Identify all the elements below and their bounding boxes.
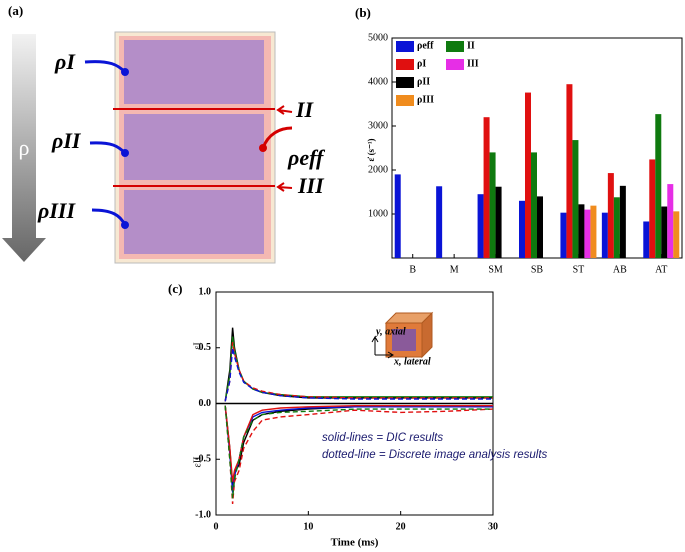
bar bbox=[394, 174, 401, 258]
x-tick-label: SM bbox=[488, 264, 503, 275]
bar bbox=[560, 212, 567, 258]
label: ρI bbox=[54, 49, 76, 74]
layer-1 bbox=[124, 40, 264, 104]
layer-2 bbox=[124, 114, 264, 180]
x-tick-label: AT bbox=[655, 264, 667, 275]
dot bbox=[121, 221, 129, 229]
legend-label: ρII bbox=[417, 76, 430, 87]
x-tick-label: 30 bbox=[488, 521, 498, 532]
x-tick-label: 10 bbox=[303, 521, 313, 532]
legend-label: ρeff bbox=[417, 40, 434, 51]
bar bbox=[537, 196, 543, 258]
y-tick-label: 1.0 bbox=[199, 286, 212, 297]
legend-swatch bbox=[446, 41, 464, 52]
strain-curve bbox=[224, 405, 493, 488]
x-tick-label: 0 bbox=[214, 521, 219, 532]
y-tick-label: -1.0 bbox=[195, 509, 211, 520]
x-tick-label: B bbox=[409, 264, 416, 275]
panel-label: (b) bbox=[355, 5, 371, 20]
panel-label: (c) bbox=[168, 281, 182, 296]
panel-label: (a) bbox=[8, 3, 23, 18]
legend-swatch bbox=[396, 77, 414, 88]
bar bbox=[584, 209, 591, 258]
strain-curve bbox=[224, 327, 493, 402]
strain-curve bbox=[224, 347, 493, 402]
density-arrow bbox=[2, 34, 46, 262]
bar bbox=[601, 212, 608, 258]
legend-swatch bbox=[446, 59, 464, 70]
bar bbox=[477, 194, 484, 258]
legend-label: II bbox=[467, 40, 475, 51]
strain-curve bbox=[224, 405, 493, 482]
label: ρII bbox=[51, 128, 82, 153]
note: solid-lines = DIC results bbox=[322, 432, 443, 444]
pointer bbox=[276, 182, 293, 192]
y-tick-label: 3000 bbox=[368, 120, 388, 131]
bar bbox=[436, 186, 443, 258]
bar bbox=[643, 221, 650, 258]
strain-curve bbox=[224, 405, 494, 504]
bar bbox=[483, 117, 490, 258]
dot bbox=[121, 68, 129, 76]
bar bbox=[661, 206, 668, 258]
bar bbox=[572, 140, 579, 258]
bar bbox=[489, 152, 496, 258]
label: II bbox=[295, 97, 315, 122]
x-tick-label: AB bbox=[613, 264, 627, 275]
y-axis-label: εII bbox=[192, 457, 203, 468]
dot bbox=[121, 149, 129, 157]
label: ρIII bbox=[37, 198, 76, 223]
bar bbox=[566, 84, 573, 258]
x-tick-label: M bbox=[450, 264, 459, 275]
strain-curve bbox=[224, 405, 493, 493]
bar bbox=[531, 152, 537, 258]
y-axis-label: ε̇ (s⁻¹) bbox=[366, 138, 376, 161]
label: III bbox=[297, 173, 325, 198]
bar bbox=[667, 184, 674, 258]
pointer bbox=[276, 105, 293, 115]
legend-swatch bbox=[396, 41, 414, 52]
y-tick-label: 2000 bbox=[368, 164, 388, 175]
x-tick-label: 20 bbox=[396, 521, 406, 532]
note: dotted-line = Discrete image analysis re… bbox=[322, 449, 548, 461]
y-tick-label: 0.0 bbox=[199, 398, 212, 409]
legend-label: ρI bbox=[417, 58, 426, 69]
bar bbox=[607, 173, 614, 258]
bar bbox=[673, 211, 680, 258]
bar bbox=[613, 197, 620, 258]
legend-swatch bbox=[396, 59, 414, 70]
legend-label: III bbox=[467, 58, 479, 69]
bar bbox=[525, 92, 531, 258]
strain-curve bbox=[224, 405, 493, 499]
annotation: y, axial bbox=[375, 326, 406, 337]
bar bbox=[578, 204, 585, 258]
x-tick-label: ST bbox=[573, 264, 585, 275]
bar bbox=[619, 185, 626, 258]
dot bbox=[259, 144, 267, 152]
y-axis-label: εI bbox=[192, 342, 203, 350]
legend-swatch bbox=[396, 95, 414, 106]
x-tick-label: SB bbox=[531, 264, 544, 275]
y-tick-label: 1000 bbox=[368, 208, 388, 219]
arrow-label: ρ bbox=[19, 135, 30, 160]
bar bbox=[649, 159, 656, 258]
bar bbox=[519, 200, 525, 258]
y-tick-label: -0.5 bbox=[195, 454, 211, 465]
y-tick-label: 4000 bbox=[368, 76, 388, 87]
inset-cube bbox=[371, 311, 434, 359]
y-tick-label: 5000 bbox=[368, 32, 388, 43]
bar bbox=[590, 205, 597, 258]
bar bbox=[655, 114, 662, 259]
x-axis-label: Time (ms) bbox=[331, 537, 379, 549]
bar bbox=[495, 186, 502, 258]
legend-label: ρIII bbox=[417, 94, 434, 105]
annotation: x, lateral bbox=[393, 356, 431, 367]
label: ρeff bbox=[287, 145, 326, 170]
y-tick-label: 0.5 bbox=[199, 342, 212, 353]
layer-3 bbox=[124, 190, 264, 254]
strain-curve bbox=[224, 342, 493, 402]
diagram: (a) ρ ρI ρII ρIII II III ρeff bbox=[2, 3, 326, 264]
